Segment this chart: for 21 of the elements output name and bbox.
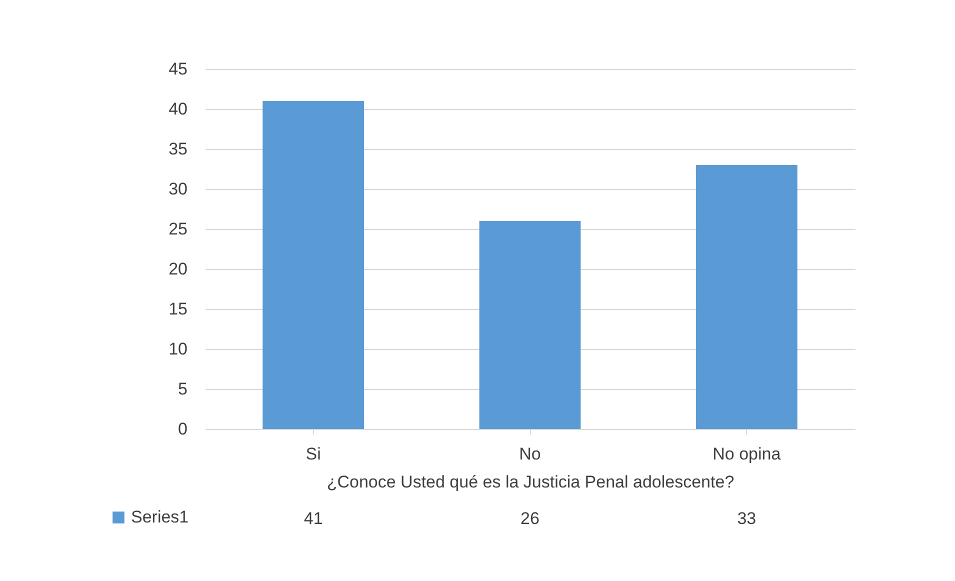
bar	[696, 165, 798, 429]
y-tick-label: 40	[168, 100, 188, 118]
bar	[262, 101, 364, 429]
x-tick-label: No	[519, 444, 541, 464]
bar	[479, 221, 581, 429]
legend-label: Series1	[131, 508, 189, 526]
y-tick-label: 20	[168, 260, 188, 278]
y-tick-label: 25	[168, 220, 188, 238]
data-label: 26	[520, 509, 540, 528]
y-tick-label: 5	[178, 380, 188, 398]
y-tick-label: 35	[168, 140, 188, 158]
x-axis-title: ¿Conoce Usted qué es la Justicia Penal adolescente?	[326, 472, 734, 492]
x-tick-label: Si	[306, 444, 321, 464]
x-tick-label: No opina	[712, 444, 782, 464]
y-tick-label: 45	[168, 60, 188, 78]
y-tick-label: 15	[168, 300, 188, 318]
data-label: 33	[737, 509, 756, 528]
y-tick-label: 30	[168, 180, 188, 198]
y-tick-label: 10	[168, 340, 188, 358]
data-label: 41	[304, 509, 323, 528]
y-tick-label: 0	[178, 420, 188, 438]
